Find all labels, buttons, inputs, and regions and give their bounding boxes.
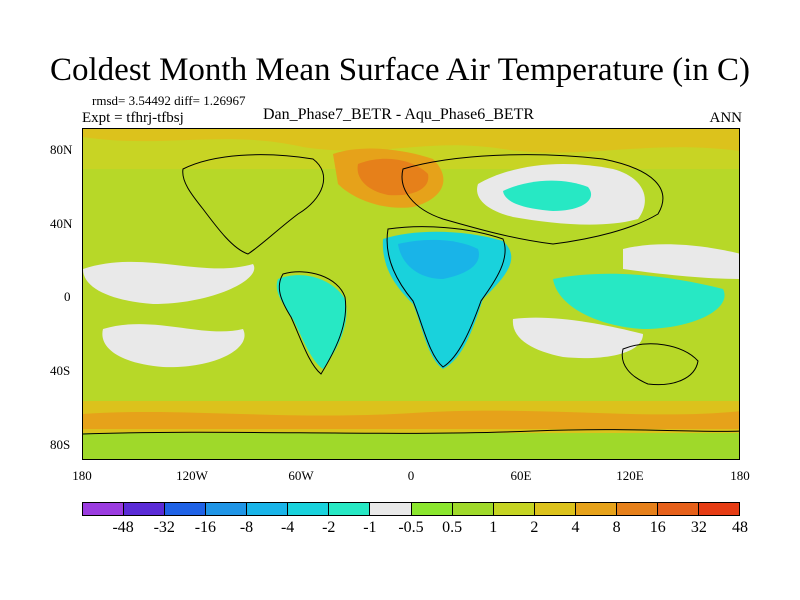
atlantic-hot-core — [357, 158, 429, 196]
colorbar-box — [616, 503, 658, 515]
plot-title: Coldest Month Mean Surface Air Temperatu… — [50, 52, 750, 88]
colorbar — [82, 502, 740, 516]
colorbar-label: -1 — [363, 519, 377, 536]
arctic-warm-patch — [83, 129, 739, 153]
australia-outline — [621, 343, 699, 386]
colorbar-box — [83, 503, 125, 515]
colorbar-label: 2 — [530, 519, 539, 536]
colorbar-label: -0.5 — [398, 519, 424, 536]
colorbar-label: -48 — [112, 519, 134, 536]
colorbar-label: 1 — [489, 519, 498, 536]
lon-label-180w: 180 — [72, 468, 92, 483]
colorbar-label: 8 — [612, 519, 621, 536]
colorbar-box — [206, 503, 248, 515]
lat-label-80s: 80S — [50, 437, 71, 452]
lon-label-120w: 120W — [176, 468, 208, 483]
colorbar-label: -4 — [280, 519, 295, 536]
colorbar-label: -2 — [322, 519, 336, 536]
colorbar-box — [411, 503, 453, 515]
colorbar-label: -16 — [194, 519, 217, 536]
lon-label-60w: 60W — [288, 468, 314, 483]
season-label: ANN — [709, 110, 743, 126]
colorbar-box — [329, 503, 371, 515]
southern-ocean-warm-strip — [83, 410, 739, 429]
colorbar-box — [575, 503, 617, 515]
colorbar-box — [124, 503, 166, 515]
map-panel — [82, 128, 740, 460]
colorbar-label: -32 — [153, 519, 175, 536]
colorbar-box — [698, 503, 739, 515]
colorbar-label: 0.5 — [442, 519, 463, 536]
lat-label-80n: 80N — [50, 142, 73, 157]
colorbar-box — [534, 503, 576, 515]
indian-pacific-cool-band — [553, 273, 725, 329]
colorbar-box — [493, 503, 535, 515]
colorbar-label: 4 — [571, 519, 580, 536]
africa-colder-core — [398, 239, 479, 279]
coastlines — [83, 154, 739, 435]
temperature-map — [83, 129, 739, 459]
lat-label-40n: 40N — [50, 216, 73, 231]
south-america-cool-region — [276, 275, 347, 369]
stats-text: rmsd= 3.54492 diff= 1.26967 — [92, 93, 246, 108]
colorbar-label: 32 — [690, 519, 707, 536]
lon-label-60e: 60E — [510, 468, 532, 483]
eurasia-outline — [401, 154, 664, 245]
comparison-label: Dan_Phase7_BETR - Aqu_Phase6_BETR — [263, 106, 535, 123]
colorbar-box — [370, 503, 412, 515]
eurasia-cool-patch — [503, 180, 592, 211]
lat-label-0: 0 — [64, 289, 71, 304]
colorbar-box — [452, 503, 494, 515]
antarctica-outline — [83, 429, 739, 435]
colorbar-label: -8 — [239, 519, 254, 536]
lon-label-180e: 180 — [730, 468, 750, 483]
colorbar-label: 16 — [649, 519, 666, 536]
antarctica-region — [83, 433, 739, 459]
colorbar-box — [165, 503, 207, 515]
lon-label-120e: 120E — [616, 468, 644, 483]
pacific-neutral-band-north — [83, 261, 255, 304]
west-pacific-neutral-band — [623, 244, 739, 279]
north-america-outline — [182, 154, 325, 255]
south-indian-neutral-band — [512, 317, 643, 359]
lon-label-0: 0 — [407, 468, 415, 483]
colorbar-box — [247, 503, 289, 515]
africa-outline — [386, 226, 506, 368]
south-america-outline — [278, 271, 347, 375]
lat-label-40s: 40S — [50, 363, 71, 378]
experiment-label: Expt = tfhrj-tfbsj — [82, 110, 184, 126]
colorbar-label: 48 — [732, 519, 748, 536]
colorbar-box — [288, 503, 330, 515]
colorbar-box — [657, 503, 699, 515]
pacific-neutral-band-south — [102, 324, 245, 368]
